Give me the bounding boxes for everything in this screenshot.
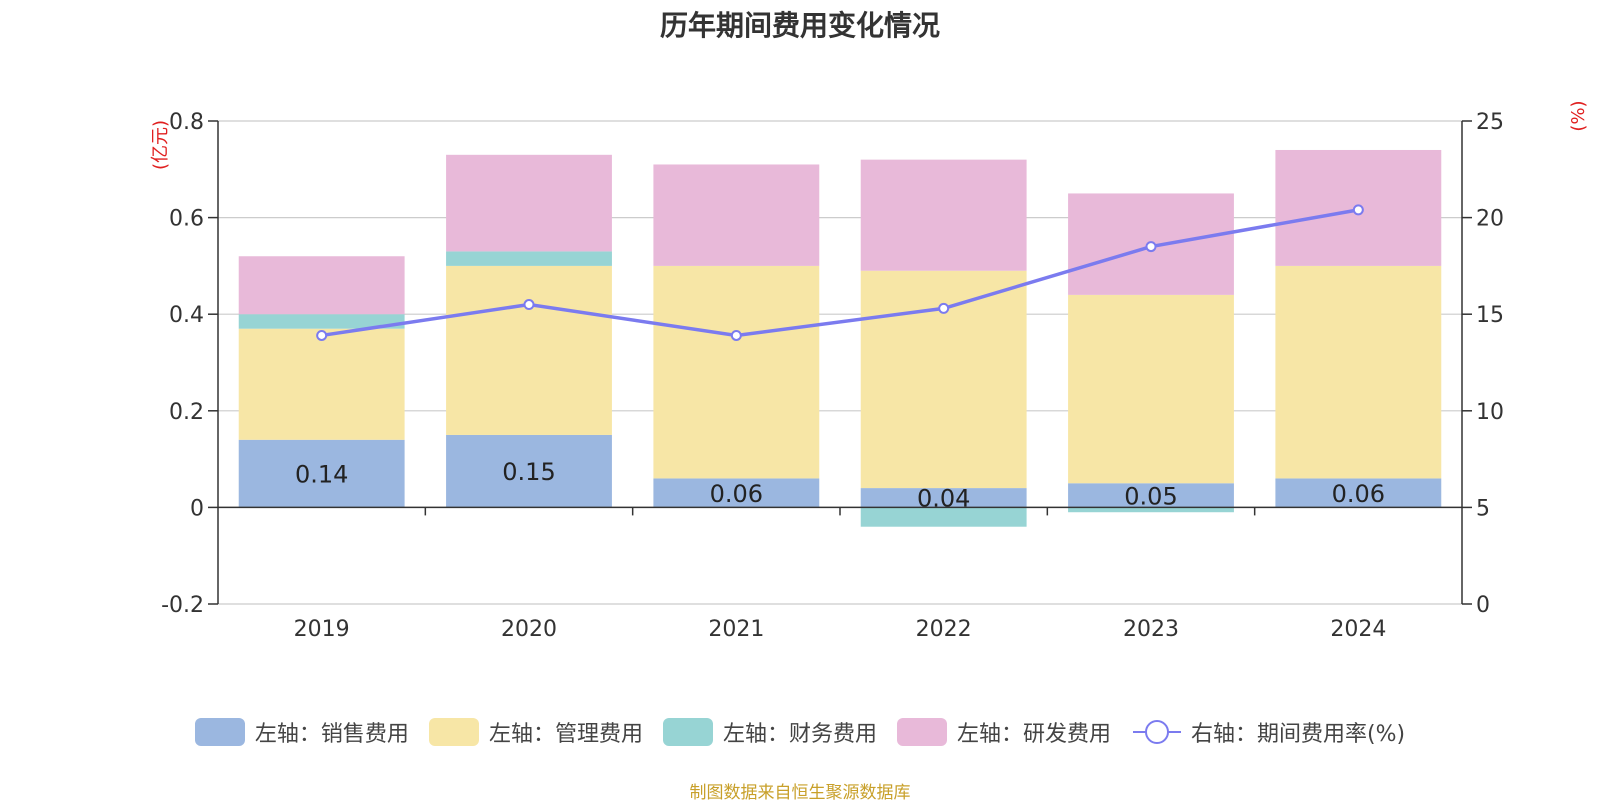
left-axis-tick-label: 0.8 bbox=[169, 110, 204, 135]
axes: -0.2 0 0.2 0.4 0.6 0.8 0 5 10 15 20 25 2019 2020 2021 2… bbox=[150, 100, 1589, 642]
bar-segment-2-2023 bbox=[1068, 294, 1234, 484]
legend-label: 右轴：期间费用率(%) bbox=[1190, 722, 1406, 747]
rate-point-2024 bbox=[1352, 204, 1364, 216]
chart-canvas: -0.2 0 0.2 0.4 0.6 0.8 0 5 10 15 20 25 2019 2020 2021 2… bbox=[150, 100, 1589, 642]
legend-item[interactable]: 右轴：期间费用率(%) bbox=[1131, 716, 1405, 748]
source-note: 制图数据来自恒生聚源数据库 bbox=[689, 783, 911, 803]
bar-segment-1-2022 bbox=[860, 488, 1027, 508]
legend-item[interactable]: 左轴：管理费用 bbox=[428, 716, 643, 748]
left-axis-tick-label: -0.2 bbox=[161, 593, 204, 618]
right-axis-tick-label: 0 bbox=[1476, 593, 1490, 618]
rate-point-2022 bbox=[938, 302, 950, 314]
rate-line-path bbox=[321, 208, 1359, 338]
chart-title: 历年期间费用变化情况 bbox=[659, 9, 940, 42]
category-label: 2019 bbox=[294, 617, 350, 642]
legend-swatch bbox=[662, 718, 713, 746]
bar-segment-4-2022 bbox=[860, 159, 1027, 271]
legend-item[interactable]: 左轴：研发费用 bbox=[896, 716, 1111, 748]
left-axis-tick-label: 0.6 bbox=[169, 207, 204, 232]
data-labels: 0.14 0.15 0.06 0.04 0.05 0.06 bbox=[295, 458, 1385, 513]
category-label: 2020 bbox=[501, 617, 557, 642]
category-label: 2022 bbox=[916, 617, 972, 642]
left-axis-unit: (亿元) bbox=[150, 120, 171, 170]
category-label: 2021 bbox=[708, 617, 764, 642]
rate-point-2020 bbox=[523, 299, 535, 311]
data-label-2024: 0.06 bbox=[1332, 480, 1385, 508]
left-axis-tick-label: 0.4 bbox=[169, 303, 204, 328]
rate-point-2019 bbox=[316, 329, 328, 341]
bar-segment-1-2020 bbox=[446, 434, 612, 508]
legend-line-marker bbox=[1144, 720, 1169, 744]
bar-segment-1-2019 bbox=[238, 439, 405, 508]
left-axis-tick-label: 0.2 bbox=[169, 400, 204, 425]
legend-line-icon bbox=[1132, 720, 1181, 744]
legend-label: 左轴：销售费用 bbox=[254, 722, 409, 747]
bar-segment-3-2020 bbox=[446, 251, 612, 266]
right-axis-tick-label: 10 bbox=[1476, 400, 1504, 425]
legend-label: 左轴：管理费用 bbox=[488, 722, 643, 747]
legend-swatch bbox=[194, 718, 245, 746]
bar-segment-2-2021 bbox=[653, 265, 820, 479]
data-label-2020: 0.15 bbox=[502, 458, 555, 486]
bar-segment-3-2023 bbox=[1068, 507, 1234, 513]
bar-segment-1-2023 bbox=[1068, 483, 1234, 508]
data-label-2021: 0.06 bbox=[710, 480, 763, 508]
legend-swatch bbox=[428, 718, 479, 746]
bar-segment-3-2019 bbox=[238, 314, 405, 329]
bar-segment-1-2024 bbox=[1275, 478, 1442, 508]
legend-label: 左轴：财务费用 bbox=[722, 722, 877, 747]
bar-segment-1-2021 bbox=[653, 478, 820, 508]
data-label-2022: 0.04 bbox=[917, 485, 970, 513]
legend-label: 左轴：研发费用 bbox=[956, 722, 1111, 747]
legend-item[interactable]: 左轴：财务费用 bbox=[662, 716, 877, 748]
bar-segment-2-2019 bbox=[238, 328, 405, 440]
right-axis-tick-label: 15 bbox=[1476, 303, 1504, 328]
left-axis-tick-label: 0 bbox=[190, 496, 204, 521]
legend-item[interactable]: 左轴：销售费用 bbox=[194, 716, 409, 748]
rate-point-2021 bbox=[730, 329, 742, 341]
bars bbox=[238, 149, 1442, 527]
bar-segment-4-2021 bbox=[653, 164, 820, 266]
data-label-2023: 0.05 bbox=[1124, 482, 1177, 510]
right-axis-tick-label: 5 bbox=[1476, 496, 1490, 521]
legend-swatch bbox=[896, 718, 947, 746]
right-axis-unit: (%) bbox=[1568, 100, 1589, 131]
right-axis-tick-label: 25 bbox=[1476, 110, 1504, 135]
category-label: 2024 bbox=[1330, 617, 1386, 642]
right-axis-tick-label: 20 bbox=[1476, 207, 1504, 232]
legend: 左轴：销售费用 左轴：管理费用 左轴：财务费用 左轴：研发费用 右轴：期间费用率(%) bbox=[0, 716, 1600, 748]
bar-segment-4-2019 bbox=[238, 256, 405, 315]
bar-segment-2-2024 bbox=[1275, 265, 1442, 479]
rate-line bbox=[316, 204, 1364, 341]
bar-segment-4-2020 bbox=[446, 154, 612, 252]
bar-segment-3-2022 bbox=[860, 507, 1027, 527]
category-label: 2023 bbox=[1123, 617, 1179, 642]
data-label-2019: 0.14 bbox=[295, 461, 348, 489]
bar-segment-2-2020 bbox=[446, 265, 612, 435]
rate-point-2023 bbox=[1145, 241, 1157, 253]
